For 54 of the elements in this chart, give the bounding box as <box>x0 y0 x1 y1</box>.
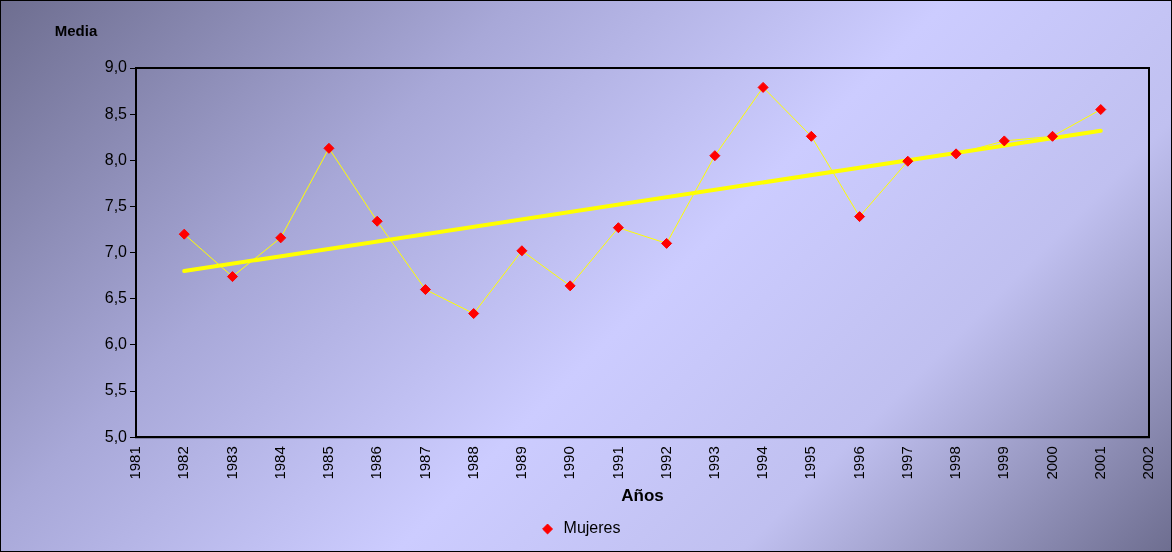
point <box>564 280 576 292</box>
x-tick-label: 1990 <box>560 446 578 480</box>
point <box>275 232 287 244</box>
x-axis-title: Años <box>621 486 664 506</box>
point <box>998 135 1010 147</box>
x-tick-label: 1985 <box>319 446 337 480</box>
y-tick-label: 8,5 <box>104 104 128 122</box>
point <box>1095 104 1107 116</box>
x-tick-label: 1991 <box>608 446 626 480</box>
y-tick-label: 9,0 <box>104 58 128 76</box>
point <box>950 148 962 160</box>
point <box>323 142 335 154</box>
point <box>805 130 817 142</box>
x-tick-label: 1992 <box>656 446 674 480</box>
y-tick-label: 5,0 <box>104 427 128 445</box>
point <box>419 284 431 296</box>
x-tick-label: 1999 <box>994 446 1012 480</box>
point <box>854 211 866 223</box>
x-tick-label: 1995 <box>801 446 819 480</box>
point <box>226 271 238 283</box>
x-tick-label: 1988 <box>463 446 481 480</box>
x-tick-label: 1984 <box>270 446 288 480</box>
x-tick-label: 1986 <box>367 446 385 480</box>
point <box>371 215 383 227</box>
point <box>612 222 624 234</box>
x-tick-label: 1987 <box>415 446 433 480</box>
x-tick-label: 1982 <box>174 446 192 480</box>
x-tick-label: 2000 <box>1042 446 1060 480</box>
y-tick-label: 7,0 <box>104 243 128 261</box>
y-tick-label: 6,0 <box>104 335 128 353</box>
y-axis-title: Media <box>54 22 98 40</box>
x-tick-label: 1993 <box>705 446 722 480</box>
point <box>178 228 190 240</box>
y-tick-label: 5,5 <box>104 381 128 399</box>
x-tick-label: 1983 <box>222 446 240 480</box>
x-tick-label: 1997 <box>897 446 915 480</box>
point <box>468 308 480 320</box>
point <box>709 150 721 162</box>
y-tick-label: 6,5 <box>104 289 128 307</box>
x-tick-label: 2001 <box>1090 446 1108 480</box>
point <box>757 81 769 93</box>
point <box>516 245 528 257</box>
y-tick-label: 7,5 <box>104 196 128 214</box>
x-tick-label: 2002 <box>1139 446 1157 480</box>
x-tick-label: 1994 <box>753 446 771 480</box>
y-tick-label: 8,0 <box>104 150 128 168</box>
point <box>661 237 673 249</box>
x-tick-label: 1981 <box>126 446 144 480</box>
x-tick-label: 1989 <box>512 446 530 480</box>
point <box>902 155 914 167</box>
legend-label: Mujeres <box>563 519 621 537</box>
point <box>1047 130 1059 142</box>
x-tick-label: 1998 <box>946 446 964 480</box>
x-tick-label: 1996 <box>849 446 867 480</box>
